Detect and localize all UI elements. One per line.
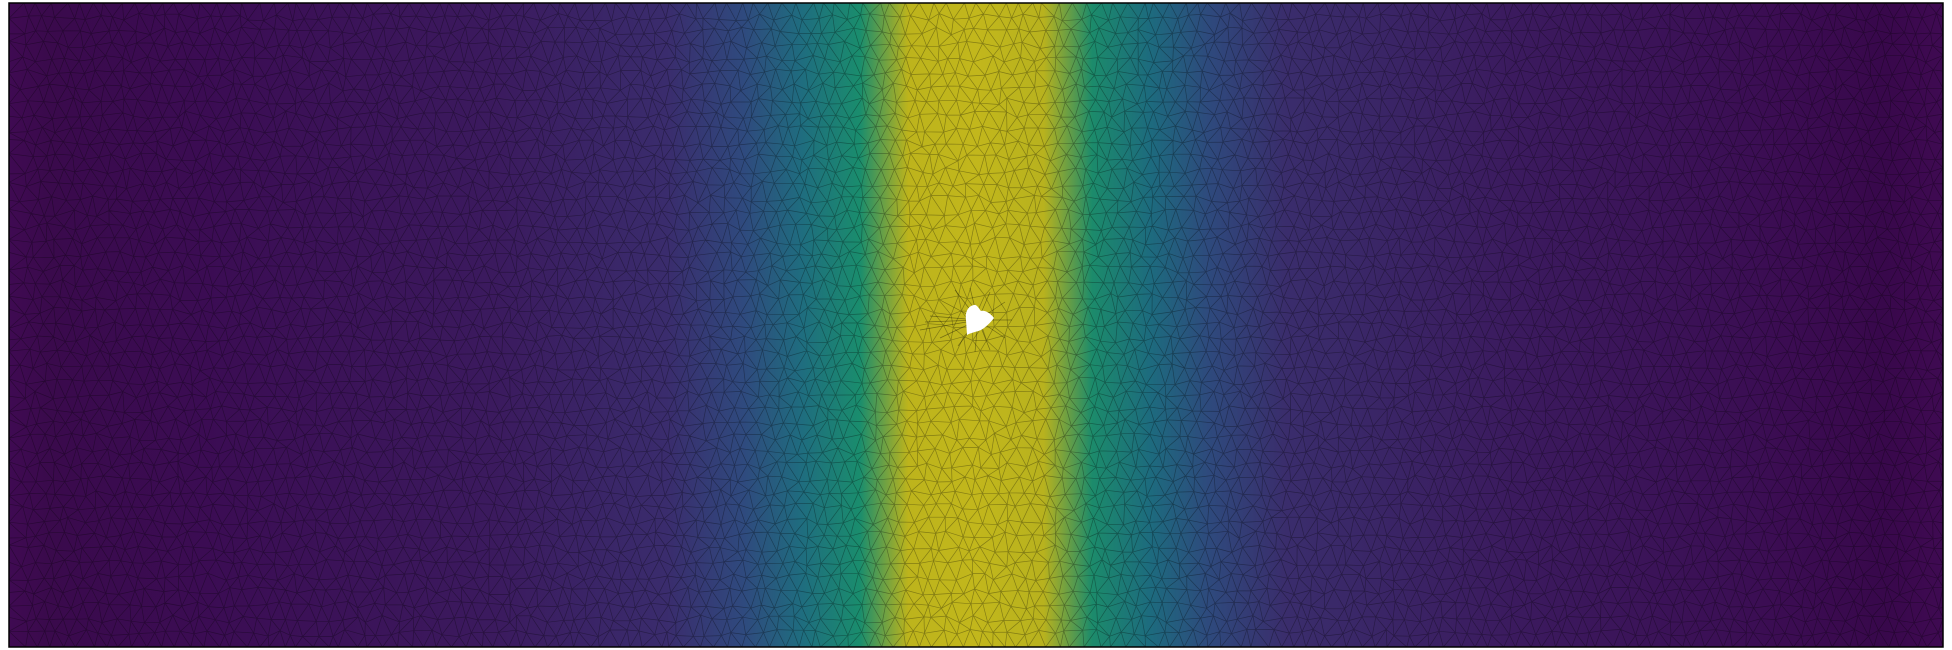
domain-frame xyxy=(8,2,1944,648)
hole xyxy=(965,304,994,335)
